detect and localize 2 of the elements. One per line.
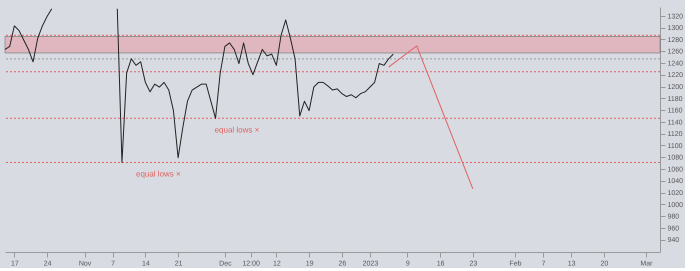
ref-line-label: equal lows ×: [136, 169, 182, 178]
ref-line-label: equal lows ×: [214, 125, 260, 134]
